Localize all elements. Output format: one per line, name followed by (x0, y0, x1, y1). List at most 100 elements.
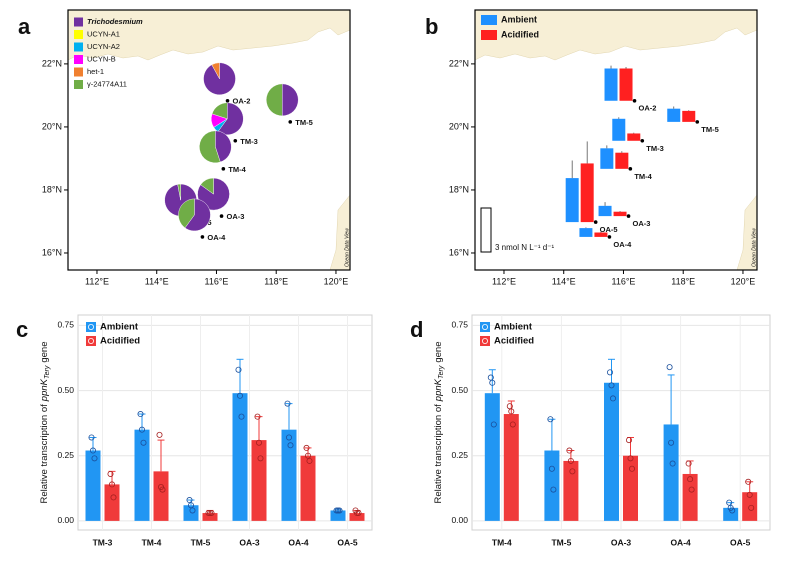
replicate-point (748, 504, 755, 511)
replicate-point (208, 510, 215, 517)
replicate-point (687, 476, 694, 483)
station (632, 98, 637, 103)
station (626, 214, 631, 218)
bar (232, 393, 248, 521)
legend-swatch (481, 15, 497, 25)
legend-swatch (74, 17, 83, 27)
bar (615, 152, 629, 169)
bar (503, 414, 519, 521)
replicate-point (569, 468, 576, 475)
station-label: OA-2 (233, 97, 251, 106)
station (200, 235, 205, 239)
bar (627, 133, 641, 141)
replicate-point (110, 494, 117, 501)
y-tick-label: 18°N (449, 184, 469, 194)
legend-swatch (74, 80, 83, 89)
y-axis-label: Relative transcription of ppnKTery gene (39, 342, 51, 504)
station (607, 235, 612, 239)
replicate-point (140, 439, 147, 446)
replicate-point (626, 437, 633, 444)
legend-label: UCYN-B (87, 54, 116, 63)
station (628, 167, 633, 171)
bar (251, 440, 267, 521)
replicate-point (88, 434, 95, 441)
legend-swatch (74, 42, 83, 52)
station (593, 220, 598, 224)
map-frame (67, 9, 351, 271)
replicate-point (159, 486, 166, 493)
y-tick-label: 0.75 (57, 320, 74, 330)
bar (330, 510, 346, 521)
legend-label: Acidified (501, 29, 539, 39)
x-tick-label: OA-4 (288, 537, 309, 547)
station-label: OA-5 (600, 225, 618, 234)
y-tick-label: 0.00 (451, 515, 468, 525)
x-tick-label: 112°E (492, 276, 516, 286)
replicate-point (566, 447, 573, 454)
legend-swatch (481, 30, 497, 40)
y-tick-label: 18°N (42, 184, 62, 194)
x-tick-label: 120°E (731, 276, 756, 286)
station (221, 167, 226, 171)
replicate-point (303, 444, 310, 451)
x-tick-label: OA-4 (670, 537, 691, 547)
bar (300, 455, 316, 521)
bar (623, 455, 638, 521)
bar (604, 68, 618, 101)
replicate-point (334, 507, 341, 514)
replicate-point (187, 502, 194, 509)
legend-key (86, 336, 96, 346)
station-label: TM-4 (634, 172, 652, 181)
scale-label: 3 nmol N L⁻¹ d⁻¹ (495, 243, 554, 252)
replicate-point (509, 421, 516, 428)
legend-label: Ambient (501, 14, 537, 24)
replicate-point (666, 364, 673, 371)
replicate-point (550, 486, 557, 493)
replicate-point (490, 421, 497, 428)
replicate-point (189, 507, 196, 514)
bar (134, 429, 150, 521)
y-axis-label-part: Tery (44, 365, 51, 379)
legend-label: Trichodesmium (87, 17, 143, 26)
legend-label: Ambient (100, 322, 139, 333)
legend-key (480, 322, 490, 332)
replicate-point (608, 382, 615, 389)
replicate-point (90, 447, 97, 454)
x-tick-label: 114°E (145, 276, 169, 286)
replicate-point (205, 510, 212, 517)
bar (742, 492, 758, 521)
bar (598, 205, 612, 217)
replicate-point (138, 426, 145, 433)
replicate-point (91, 455, 98, 462)
replicate-point (137, 411, 144, 418)
station-label: TM-5 (701, 125, 719, 134)
pie-slice (177, 183, 181, 201)
y-tick-label: 0.50 (57, 385, 74, 395)
bar (604, 382, 619, 521)
station-label: TM-3 (646, 144, 664, 153)
replicate-point (668, 439, 675, 446)
bar (580, 163, 594, 223)
legend-label: UCYN-A1 (87, 29, 120, 38)
panel-label: b (425, 14, 438, 39)
y-tick-label: 22°N (449, 58, 469, 68)
watermark: Ocean Data View (751, 228, 757, 267)
bar (682, 473, 698, 521)
replicate-point (284, 400, 291, 407)
station-label: OA-4 (207, 233, 226, 242)
replicate-point (333, 507, 340, 514)
x-tick-label: TM-5 (551, 537, 571, 547)
replicate-point (285, 434, 292, 441)
station (233, 138, 238, 143)
legend-label: Acidified (494, 336, 534, 347)
y-axis-label-part: gene (433, 342, 444, 363)
replicate-point (186, 497, 193, 504)
bar (484, 393, 500, 521)
y-axis-label-part: Relative transcription of (39, 404, 50, 504)
replicate-point (109, 481, 116, 488)
y-axis-label-part: ppnK (39, 378, 50, 402)
station-label: OA-3 (633, 219, 651, 228)
replicate-point (610, 395, 617, 402)
pie-slice (200, 177, 214, 195)
y-axis-label-part: Tery (438, 365, 445, 379)
